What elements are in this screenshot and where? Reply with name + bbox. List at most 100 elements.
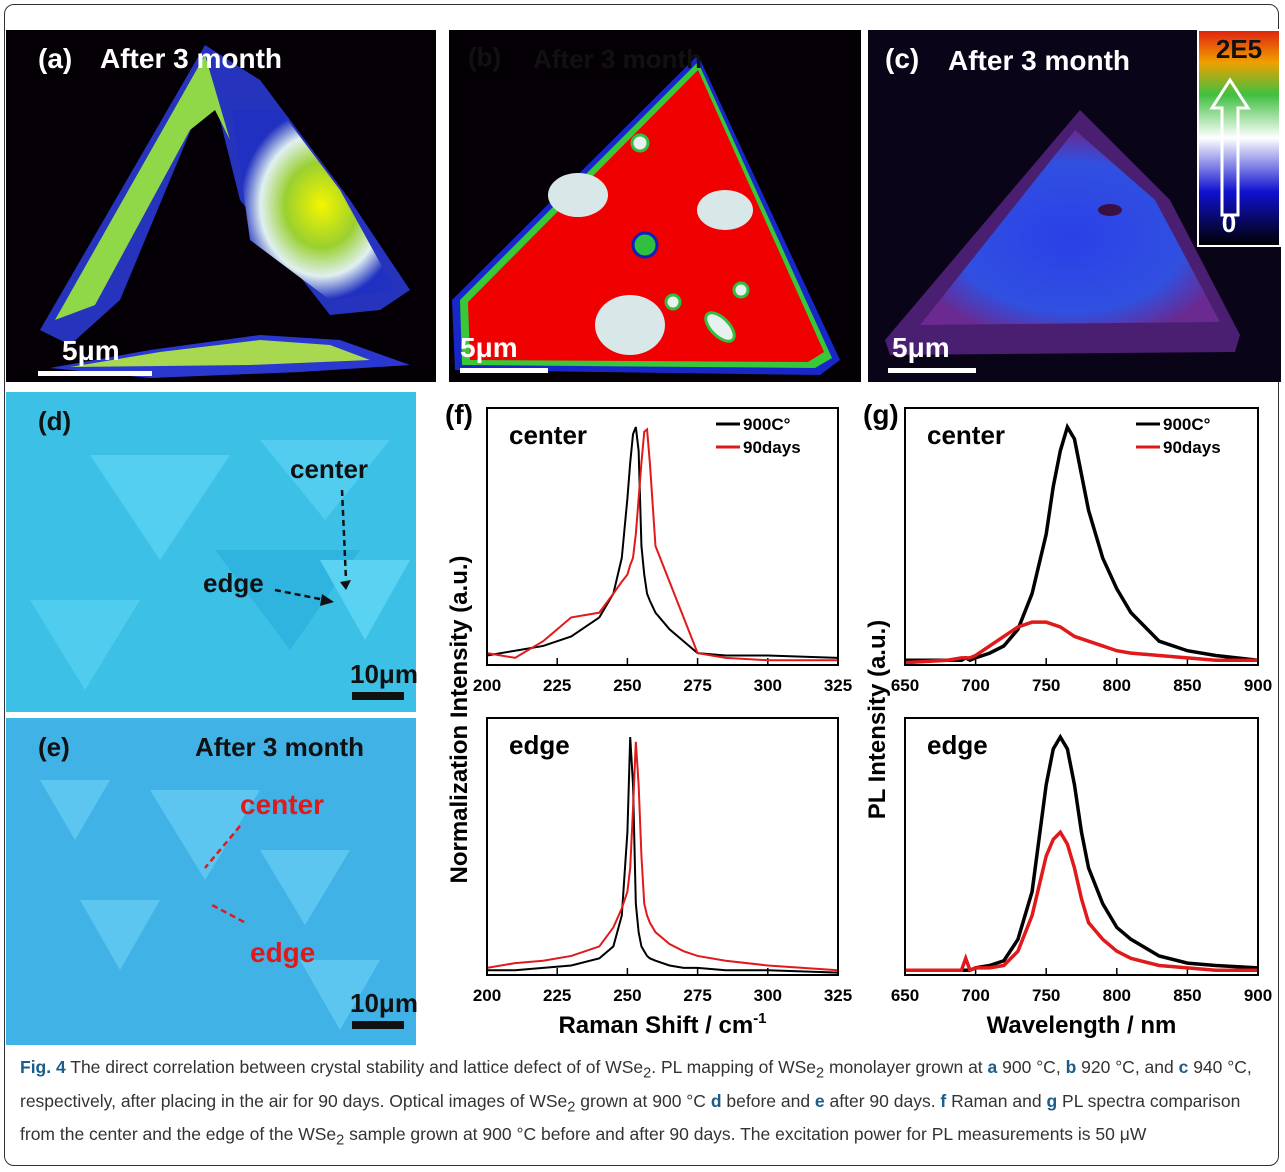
x-axis-label: Wavelength / nm <box>987 1012 1177 1039</box>
x-tick-label: 200 <box>473 986 501 1005</box>
plot-frame <box>904 717 1259 976</box>
caption-panel-ref: b <box>1065 1057 1077 1077</box>
blob <box>595 295 665 355</box>
scale-bar-label: 10μm <box>350 659 418 689</box>
x-tick-label: 250 <box>613 986 641 1005</box>
caption-panel-ref: g <box>1046 1090 1058 1111</box>
plot-annotation: edge <box>927 730 988 760</box>
caption-panel-ref: f <box>940 1090 947 1111</box>
panel-title: After 3 month <box>100 43 282 74</box>
x-tick-label: 850 <box>1173 986 1201 1005</box>
caption-panel-ref: d <box>710 1090 722 1111</box>
plot-frame <box>486 407 839 666</box>
caption-panel-ref: a <box>987 1057 998 1077</box>
x-tick-label: 900 <box>1244 986 1272 1005</box>
flake-a <box>232 110 395 300</box>
optical-label: center <box>240 789 324 820</box>
x-tick-label: 900 <box>1244 676 1272 695</box>
blob <box>697 190 753 230</box>
legend-label: 90days <box>743 438 801 457</box>
x-axis-label: Raman Shift / cm-1 <box>558 1010 766 1039</box>
spectrum-line <box>905 422 1259 663</box>
x-tick-label: 250 <box>613 676 641 695</box>
y-axis-label: PL Intensity (a.u.) <box>864 620 891 820</box>
legend-label: 900C° <box>743 415 791 434</box>
caption-figure-number: Fig. 4 <box>20 1057 66 1077</box>
scale-bar <box>38 371 152 376</box>
blob <box>548 173 608 217</box>
caption-text: 920 °C, and <box>1076 1057 1179 1077</box>
x-tick-label: 300 <box>754 986 782 1005</box>
blob <box>704 311 736 343</box>
flake-a <box>55 55 230 320</box>
x-axis-label-text: Wavelength / nm <box>987 1012 1177 1039</box>
arrow <box>340 489 348 581</box>
scale-bar-label: 5μm <box>892 332 950 363</box>
x-tick-label: 225 <box>543 986 571 1005</box>
crystal <box>30 600 140 690</box>
plot-annotation: edge <box>509 730 570 760</box>
caption-text: monolayer grown at <box>824 1057 988 1077</box>
x-tick-label: 750 <box>1032 676 1060 695</box>
arrow <box>274 588 326 602</box>
x-tick-label: 700 <box>961 986 989 1005</box>
scale-bar-label: 5μm <box>460 332 518 363</box>
panel-label: (b) <box>468 42 501 72</box>
crystal <box>90 455 230 560</box>
defect <box>1098 204 1122 216</box>
x-tick-label: 800 <box>1103 986 1131 1005</box>
plot-frame <box>486 717 839 976</box>
caption-text: 940 °C, respectively, after placing in t… <box>20 1057 1252 1111</box>
colorbar-min: 0 <box>1222 208 1236 238</box>
caption-subscript: 2 <box>336 1132 345 1149</box>
plot-annotation: center <box>509 420 587 450</box>
y-axis-label: Normalization Intensity (a.u.) <box>446 555 473 883</box>
crystal <box>150 790 260 880</box>
scale-bar-label: 10μm <box>350 988 418 1018</box>
caption-text: 900 °C, <box>997 1057 1066 1077</box>
arrow <box>204 825 241 869</box>
arrow <box>211 903 245 924</box>
legend-label: 90days <box>1163 438 1221 457</box>
caption-text: Raman and <box>946 1090 1047 1111</box>
spectrum-line <box>486 426 839 659</box>
scale-bar <box>352 692 404 700</box>
caption-subscript: 2 <box>816 1065 825 1082</box>
spectrum-line <box>905 733 1259 972</box>
spectrum-line <box>487 736 839 974</box>
legend-label: 900C° <box>1163 415 1211 434</box>
crystal <box>300 960 380 1030</box>
blob <box>732 281 750 299</box>
x-tick-label: 225 <box>543 676 571 695</box>
spectrum-line <box>486 741 839 972</box>
x-axis-label-text: Raman Shift / cm <box>558 1012 753 1039</box>
panel-label: (f) <box>445 399 473 430</box>
x-tick-label: 300 <box>754 676 782 695</box>
x-axis-label-superscript: -1 <box>753 1010 766 1027</box>
caption-text: PL spectra comparison from the center an… <box>20 1090 1241 1145</box>
caption: Fig. 4 The direct correlation between cr… <box>20 1054 1265 1155</box>
arrow-head <box>320 594 334 606</box>
frame <box>4 4 1279 1166</box>
caption-text: The direct correlation between crystal s… <box>65 1057 644 1077</box>
x-tick-label: 325 <box>824 676 852 695</box>
spectrum-line <box>486 427 838 662</box>
scale-bar-label: 5μm <box>62 335 120 366</box>
x-tick-label: 325 <box>824 986 852 1005</box>
optical-label: center <box>290 454 368 484</box>
spectrum-line <box>904 620 1258 665</box>
plot-annotation: center <box>927 420 1005 450</box>
panel-title: After 3 month <box>948 45 1130 76</box>
x-tick-label: 650 <box>891 986 919 1005</box>
colorbar-max: 2E5 <box>1216 34 1262 64</box>
caption-text: after 90 days. <box>824 1090 941 1111</box>
caption-subscript: 2 <box>643 1065 652 1082</box>
flake-a <box>70 340 370 367</box>
crystal <box>320 560 410 640</box>
x-tick-label: 650 <box>891 676 919 695</box>
spectrum-line <box>905 829 1258 973</box>
panel-label: (e) <box>38 732 70 762</box>
crystal <box>80 900 160 970</box>
caption-text: grown at 900 °C <box>575 1090 711 1111</box>
